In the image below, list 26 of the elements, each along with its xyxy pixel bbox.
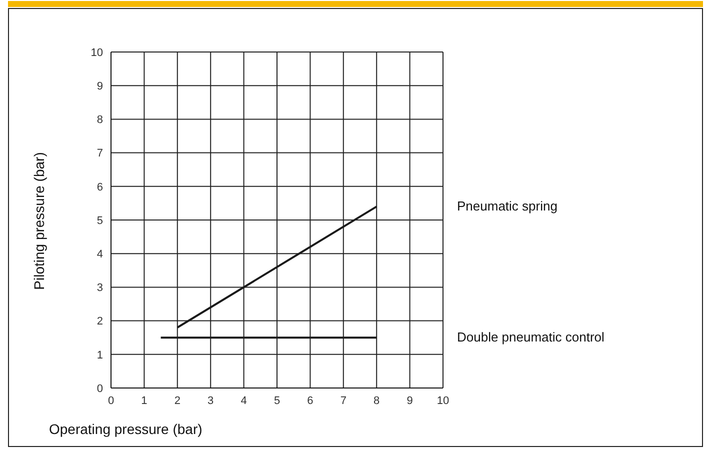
y-tick-label: 9 [96,80,103,93]
y-tick-label: 5 [96,214,103,227]
y-tick-label: 4 [96,248,103,261]
x-tick-label: 2 [174,394,180,407]
x-axis-title: Operating pressure (bar) [49,421,202,437]
y-tick-label: 7 [96,148,103,160]
text: Double pneumatic control [457,330,605,345]
y-tick-label: 2 [96,316,103,328]
y-tick-label: 1 [96,349,103,362]
x-tick-label: 7 [340,394,346,407]
x-tick-label: 9 [406,394,413,407]
text: Pneumatic spring [457,198,558,214]
y-tick-label: 3 [96,282,103,294]
x-tick-label: 10 [436,394,450,407]
x-tick-label: 5 [274,394,280,407]
x-tick-label: 4 [240,394,247,407]
x-tick-label: 1 [141,394,148,407]
y-tick-label: 0 [96,382,103,395]
x-tick-label: 3 [208,394,214,407]
x-tick-label: 0 [108,394,114,407]
y-tick-label: 10 [90,46,103,59]
x-tick-label: 6 [307,394,314,407]
x-tick-label: 8 [374,394,380,407]
y-axis-title: Piloting pressure (bar) [31,152,47,290]
y-tick-label: 6 [96,181,103,194]
y-tick-label: 8 [96,114,103,126]
